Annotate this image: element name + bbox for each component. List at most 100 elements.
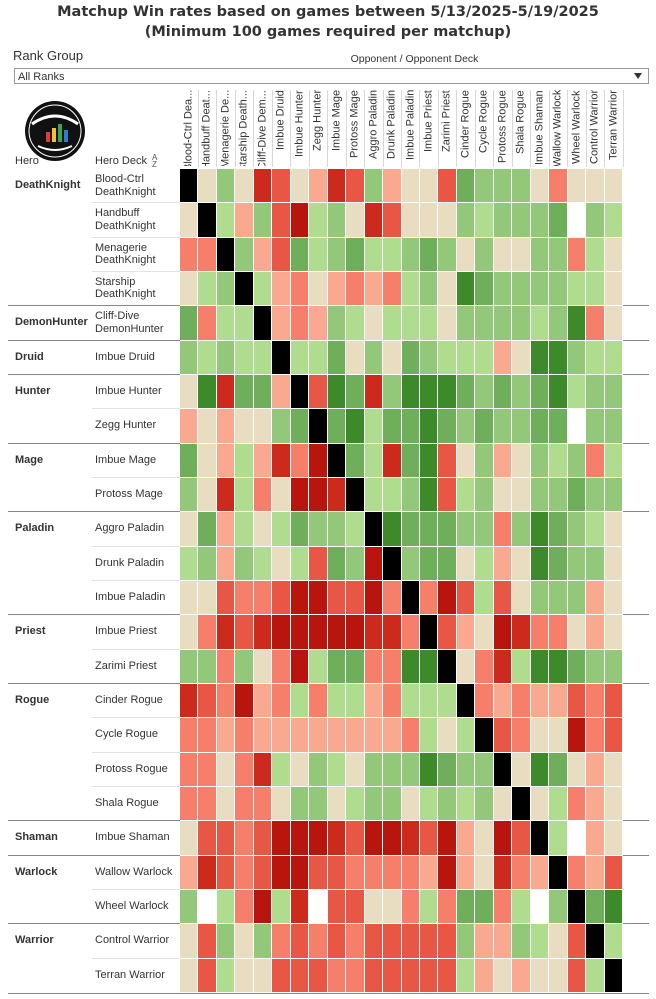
matchup-cell[interactable]	[309, 477, 328, 513]
matchup-cell[interactable]	[456, 237, 476, 272]
matchup-cell[interactable]	[586, 889, 605, 925]
matchup-cell[interactable]	[216, 477, 236, 513]
matchup-cell[interactable]	[493, 512, 513, 547]
matchup-cell[interactable]	[309, 306, 328, 341]
matchup-cell[interactable]	[235, 752, 254, 787]
matchup-cell[interactable]	[290, 237, 310, 272]
matchup-cell[interactable]	[438, 340, 457, 375]
matchup-cell[interactable]	[456, 374, 476, 410]
matchup-cell[interactable]	[512, 958, 531, 993]
matchup-cell[interactable]	[364, 615, 384, 650]
matchup-cell[interactable]	[493, 855, 513, 890]
matchup-cell[interactable]	[530, 683, 550, 719]
matchup-cell[interactable]	[604, 683, 624, 719]
matchup-cell[interactable]	[346, 580, 365, 616]
matchup-cell[interactable]	[493, 958, 513, 993]
matchup-cell[interactable]	[346, 477, 365, 513]
matchup-cell[interactable]	[475, 169, 494, 204]
matchup-cell[interactable]	[216, 889, 236, 925]
matchup-cell[interactable]	[180, 409, 199, 444]
matchup-cell[interactable]	[586, 237, 605, 272]
matchup-cell[interactable]	[438, 615, 457, 650]
matchup-cell[interactable]	[364, 169, 384, 204]
matchup-cell[interactable]	[475, 649, 494, 684]
matchup-cell[interactable]	[604, 752, 624, 787]
matchup-cell[interactable]	[438, 855, 457, 890]
matchup-cell[interactable]	[475, 752, 494, 787]
matchup-cell[interactable]	[438, 271, 457, 307]
matchup-cell[interactable]	[549, 615, 568, 650]
matchup-cell[interactable]	[567, 924, 587, 959]
matchup-cell[interactable]	[401, 924, 420, 959]
matchup-cell[interactable]	[290, 958, 310, 993]
matchup-cell[interactable]	[327, 683, 347, 719]
matchup-cell[interactable]	[401, 649, 420, 684]
matchup-cell[interactable]	[549, 477, 568, 513]
matchup-cell[interactable]	[327, 580, 347, 616]
matchup-cell[interactable]	[604, 580, 624, 616]
matchup-cell[interactable]	[364, 821, 384, 856]
matchup-cell[interactable]	[290, 649, 310, 684]
matchup-cell[interactable]	[364, 958, 384, 993]
matchup-cell[interactable]	[216, 786, 236, 822]
matchup-cell[interactable]	[401, 340, 420, 375]
matchup-cell[interactable]	[383, 443, 402, 478]
matchup-cell[interactable]	[456, 752, 476, 787]
matchup-cell[interactable]	[216, 855, 236, 890]
matchup-cell[interactable]	[198, 169, 217, 204]
matchup-cell[interactable]	[253, 374, 273, 410]
matchup-cell[interactable]	[290, 786, 310, 822]
matchup-cell[interactable]	[235, 546, 254, 581]
matchup-cell[interactable]	[180, 546, 199, 581]
matchup-cell[interactable]	[180, 786, 199, 822]
matchup-cell[interactable]	[327, 477, 347, 513]
matchup-cell[interactable]	[309, 958, 328, 993]
matchup-cell[interactable]	[346, 340, 365, 375]
matchup-cell[interactable]	[567, 821, 587, 856]
matchup-cell[interactable]	[604, 649, 624, 684]
matchup-cell[interactable]	[364, 443, 384, 478]
matchup-cell[interactable]	[327, 203, 347, 238]
matchup-cell[interactable]	[586, 580, 605, 616]
matchup-cell[interactable]	[327, 718, 347, 753]
matchup-cell[interactable]	[253, 752, 273, 787]
matchup-cell[interactable]	[272, 718, 291, 753]
matchup-cell[interactable]	[567, 649, 587, 684]
matchup-cell[interactable]	[383, 821, 402, 856]
matchup-cell[interactable]	[327, 889, 347, 925]
matchup-cell[interactable]	[456, 306, 476, 341]
matchup-cell[interactable]	[512, 306, 531, 341]
matchup-cell[interactable]	[235, 169, 254, 204]
matchup-cell[interactable]	[235, 683, 254, 719]
matchup-cell[interactable]	[198, 786, 217, 822]
matchup-cell[interactable]	[180, 821, 199, 856]
matchup-cell[interactable]	[235, 409, 254, 444]
matchup-cell[interactable]	[438, 306, 457, 341]
matchup-cell[interactable]	[309, 855, 328, 890]
matchup-cell[interactable]	[549, 752, 568, 787]
matchup-cell[interactable]	[567, 718, 587, 753]
matchup-cell[interactable]	[346, 306, 365, 341]
matchup-cell[interactable]	[567, 683, 587, 719]
matchup-cell[interactable]	[475, 340, 494, 375]
matchup-cell[interactable]	[216, 649, 236, 684]
matchup-cell[interactable]	[512, 752, 531, 787]
matchup-cell[interactable]	[586, 512, 605, 547]
matchup-cell[interactable]	[290, 512, 310, 547]
matchup-cell[interactable]	[216, 615, 236, 650]
matchup-cell[interactable]	[180, 649, 199, 684]
matchup-cell[interactable]	[216, 958, 236, 993]
matchup-cell[interactable]	[309, 271, 328, 307]
matchup-cell[interactable]	[530, 821, 550, 856]
matchup-cell[interactable]	[456, 786, 476, 822]
matchup-cell[interactable]	[549, 409, 568, 444]
matchup-cell[interactable]	[586, 306, 605, 341]
matchup-cell[interactable]	[346, 889, 365, 925]
matchup-cell[interactable]	[604, 169, 624, 204]
matchup-cell[interactable]	[401, 683, 420, 719]
matchup-cell[interactable]	[383, 752, 402, 787]
matchup-cell[interactable]	[512, 649, 531, 684]
matchup-cell[interactable]	[364, 683, 384, 719]
matchup-cell[interactable]	[456, 615, 476, 650]
matchup-cell[interactable]	[549, 958, 568, 993]
